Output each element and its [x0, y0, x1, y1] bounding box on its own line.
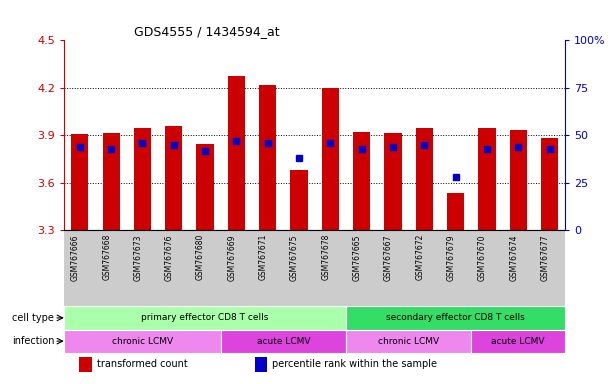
Bar: [346, 306, 565, 329]
Text: GSM767674: GSM767674: [509, 234, 518, 281]
Text: GSM767669: GSM767669: [227, 234, 236, 281]
Bar: [79, 357, 92, 372]
Text: GSM767675: GSM767675: [290, 234, 299, 281]
Bar: [415, 128, 433, 230]
Text: GSM767680: GSM767680: [196, 234, 205, 280]
Bar: [353, 132, 370, 230]
Text: GSM767672: GSM767672: [415, 234, 424, 280]
Bar: [255, 357, 267, 372]
Bar: [346, 329, 471, 353]
Bar: [197, 144, 214, 230]
Text: infection: infection: [12, 336, 54, 346]
Bar: [259, 85, 276, 230]
Bar: [322, 88, 339, 230]
Text: GSM767666: GSM767666: [71, 234, 80, 281]
Bar: [103, 133, 120, 230]
Bar: [71, 134, 89, 230]
Text: percentile rank within the sample: percentile rank within the sample: [272, 359, 437, 369]
Text: acute LCMV: acute LCMV: [491, 337, 545, 346]
Bar: [478, 128, 496, 230]
Bar: [384, 133, 401, 230]
Text: chronic LCMV: chronic LCMV: [112, 337, 173, 346]
Bar: [221, 329, 346, 353]
Bar: [541, 138, 558, 230]
Text: cell type: cell type: [12, 313, 54, 323]
Text: primary effector CD8 T cells: primary effector CD8 T cells: [141, 313, 269, 323]
Text: transformed count: transformed count: [97, 359, 188, 369]
Text: GSM767667: GSM767667: [384, 234, 393, 281]
Text: GSM767671: GSM767671: [258, 234, 268, 280]
Bar: [64, 306, 346, 329]
Bar: [228, 76, 245, 230]
Text: GSM767668: GSM767668: [102, 234, 111, 280]
Text: GSM767677: GSM767677: [541, 234, 549, 281]
Bar: [290, 170, 307, 230]
Bar: [165, 126, 182, 230]
Bar: [447, 193, 464, 230]
Bar: [510, 130, 527, 230]
Text: chronic LCMV: chronic LCMV: [378, 337, 439, 346]
Text: acute LCMV: acute LCMV: [257, 337, 310, 346]
Bar: [64, 329, 221, 353]
Text: GSM767679: GSM767679: [447, 234, 456, 281]
Bar: [134, 128, 151, 230]
Bar: [471, 329, 565, 353]
Text: GSM767665: GSM767665: [353, 234, 362, 281]
Text: secondary effector CD8 T cells: secondary effector CD8 T cells: [386, 313, 525, 323]
Text: GSM767678: GSM767678: [321, 234, 331, 280]
Text: GDS4555 / 1434594_at: GDS4555 / 1434594_at: [134, 25, 280, 38]
Text: GSM767676: GSM767676: [165, 234, 174, 281]
Text: GSM767670: GSM767670: [478, 234, 487, 281]
Text: GSM767673: GSM767673: [133, 234, 142, 281]
